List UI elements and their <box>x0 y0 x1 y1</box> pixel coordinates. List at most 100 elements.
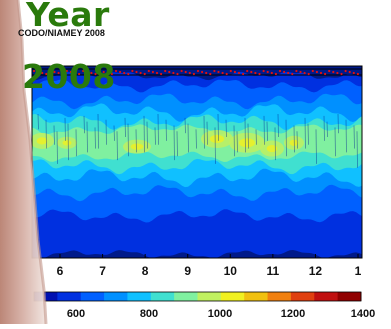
colorbar-segment <box>57 292 82 301</box>
heatmap-blob-core <box>266 144 278 153</box>
top-band-dot <box>237 71 241 75</box>
x-tick-label: 8 <box>142 264 149 278</box>
heatmap-streak <box>135 129 137 153</box>
heatmap-streak <box>37 113 39 130</box>
heatmap-streak <box>214 127 216 164</box>
colorbar-segment <box>80 292 105 301</box>
top-band-dot <box>73 71 77 75</box>
colorbar-tick-label: 1200 <box>281 308 305 320</box>
heatmap-streak <box>97 113 99 149</box>
heatmap-streak <box>315 129 317 164</box>
colorbar-segment <box>127 292 152 301</box>
heatmap-streak <box>307 123 309 145</box>
top-band-dot <box>213 69 216 73</box>
top-band-dot <box>114 69 118 73</box>
heatmap-streak <box>165 119 167 141</box>
top-band-dot <box>164 69 167 73</box>
top-band-dot <box>209 72 212 76</box>
colorbar-segment <box>290 292 315 301</box>
colorbar-segment <box>34 292 58 301</box>
top-band-dot <box>246 69 249 73</box>
heatmap-blob-core <box>62 140 72 146</box>
heatmap-streak <box>225 119 227 138</box>
top-band-dot <box>324 72 327 76</box>
top-band-dot <box>147 69 150 73</box>
top-band-dot <box>225 72 228 76</box>
top-band-dot <box>172 71 175 75</box>
top-band-dot <box>49 69 52 73</box>
heatmap-streak <box>326 121 328 138</box>
top-band-dot <box>127 72 130 76</box>
top-band-dot <box>184 70 187 74</box>
colorbar-segment <box>337 292 362 301</box>
top-band-dot <box>258 72 261 76</box>
top-band-dot <box>176 72 179 76</box>
heatmap-streak <box>75 129 77 157</box>
heatmap-streak <box>304 117 306 149</box>
top-band-dot <box>262 69 265 73</box>
heatmap-streak <box>293 125 295 153</box>
heatmap-streak <box>113 125 115 141</box>
top-band-dot <box>119 70 122 74</box>
top-band-dot <box>295 69 298 73</box>
top-band-dot <box>106 71 109 75</box>
heatmap-streak <box>187 123 189 153</box>
top-band-dot <box>102 70 105 74</box>
heatmap-blob-core <box>36 137 48 145</box>
heatmap-streak <box>176 131 178 157</box>
heatmap-streak <box>365 118 366 145</box>
top-band-dot <box>250 70 253 74</box>
x-tick-label: 10 <box>224 264 238 278</box>
top-band-dot <box>98 69 101 73</box>
colorbar-segment <box>244 292 269 301</box>
top-band-dot <box>135 70 138 74</box>
top-band-dot <box>291 72 294 76</box>
top-band-dot <box>205 71 208 75</box>
top-band-dot <box>131 69 134 73</box>
heatmap-streak <box>353 125 355 149</box>
heatmap-streak <box>277 113 279 138</box>
colorbar-tick-label: 1000 <box>208 308 232 320</box>
top-band-dot <box>160 72 163 76</box>
heatmap-streak <box>157 113 159 145</box>
top-band-dot <box>32 69 36 73</box>
top-band-dot <box>82 69 85 73</box>
top-band-dot <box>57 71 60 75</box>
top-band-dot <box>155 71 159 75</box>
colorbar-tick-label: 1400 <box>351 308 375 320</box>
top-band-dot <box>307 72 310 76</box>
colorbar-segment <box>174 292 198 301</box>
x-tick-label: 6 <box>57 264 64 278</box>
heatmap-streak <box>94 127 96 149</box>
x-tick-label: 11 <box>267 264 280 278</box>
heatmap-blob-core <box>209 134 225 144</box>
top-band-dot <box>242 72 245 76</box>
heatmap-streak <box>337 113 339 134</box>
heatmap-streak <box>323 115 325 141</box>
heatmap-streak <box>255 129 257 145</box>
heatmap-streak <box>334 127 336 157</box>
heatmap-streak <box>184 117 186 134</box>
heatmap-streak <box>285 119 287 157</box>
heatmap-streak <box>56 131 58 164</box>
top-band-dot <box>61 72 64 76</box>
top-band-dot <box>123 71 126 75</box>
top-band-dot <box>270 71 273 75</box>
top-band-dot <box>168 70 171 74</box>
heatmap-streak <box>266 121 268 141</box>
heatmap-streak <box>53 125 55 145</box>
heatmap-layers <box>32 71 366 258</box>
top-band-dot <box>86 70 89 74</box>
x-tick-label: 9 <box>184 264 191 278</box>
colorbar-segment <box>267 292 292 301</box>
heatmap-streak <box>83 115 85 134</box>
top-band-dot <box>336 71 339 75</box>
heatmap-streak <box>356 131 358 168</box>
top-band-dot <box>180 69 183 73</box>
heatmap-streak <box>64 117 66 141</box>
top-band-dot <box>278 69 282 73</box>
top-band-dot <box>299 70 302 74</box>
heatmap-streak <box>143 115 145 153</box>
top-band-dot <box>69 70 72 74</box>
top-band-dot <box>311 69 314 73</box>
